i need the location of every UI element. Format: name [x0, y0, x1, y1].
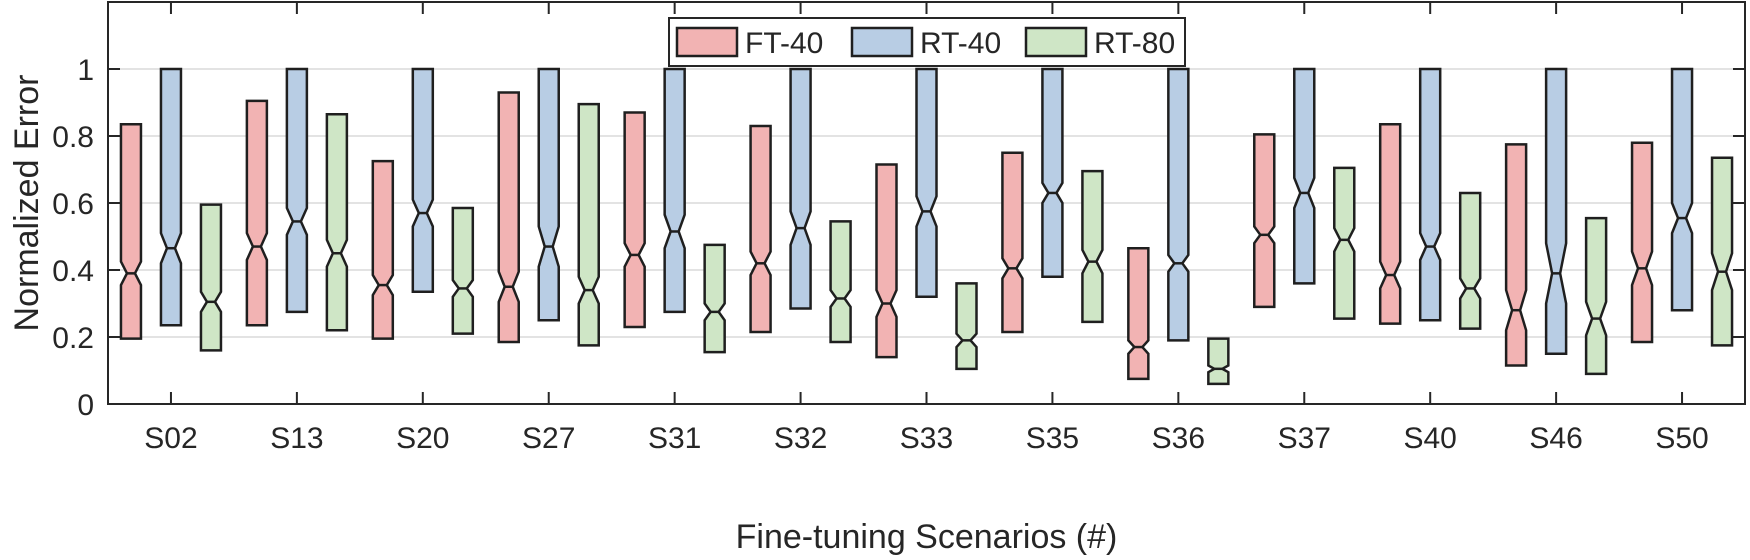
box-rt-80: [955, 282, 978, 371]
box-ft-40: [119, 123, 143, 340]
box-ft-40: [245, 99, 269, 327]
axis-ticks: 0 0.2 0.4 0.6 0.8 1 S02 S13 S20 S27 S31 S32 S33 S35 S3…: [52, 2, 1745, 455]
boxes: [119, 67, 1734, 386]
box-rt-40: [1293, 67, 1316, 285]
legend-box: [668, 17, 1186, 67]
y-tick-label: 0.6: [52, 188, 94, 221]
box-rt-40: [1544, 67, 1568, 355]
box-rt-80: [451, 206, 475, 335]
box-rt-40: [789, 67, 812, 310]
x-axis-label: Fine-tuning Scenarios (#): [736, 518, 1118, 556]
box-rt-80: [1458, 191, 1482, 330]
y-tick-label: 0.4: [52, 255, 94, 288]
box-rt-40: [1670, 67, 1694, 312]
box-ft-40: [497, 91, 520, 344]
x-tick-label: S46: [1529, 422, 1582, 455]
box-ft-40: [1378, 123, 1402, 325]
x-tick-label: S20: [396, 422, 449, 455]
x-tick-label: S02: [144, 422, 197, 455]
y-tick-label: 1: [77, 54, 94, 87]
box-ft-40: [1630, 141, 1654, 344]
legend-label: RT-40: [920, 27, 1001, 60]
x-tick-label: S35: [1026, 422, 1079, 455]
legend-label: RT-80: [1094, 27, 1175, 60]
legend-swatch-ft-40: [675, 26, 739, 58]
box-rt-40: [159, 67, 183, 327]
box-rt-80: [703, 243, 726, 354]
y-tick-label: 0: [77, 389, 94, 422]
legend-swatch-rt-40: [850, 26, 914, 58]
box-rt-40: [1167, 67, 1190, 342]
box-rt-80: [1081, 169, 1104, 324]
box-rt-80: [1207, 337, 1230, 386]
x-tick-label: S50: [1655, 422, 1708, 455]
box-ft-40: [623, 111, 646, 329]
x-tick-label: S36: [1152, 422, 1205, 455]
x-tick-label: S37: [1278, 422, 1331, 455]
x-tick-label: S31: [648, 422, 701, 455]
box-rt-40: [663, 67, 686, 314]
box-rt-40: [285, 67, 309, 314]
x-tick-label: S32: [774, 422, 827, 455]
legend-label: FT-40: [745, 27, 823, 60]
box-rt-40: [537, 67, 560, 322]
legend: FT-40 RT-40 RT-80: [668, 17, 1186, 67]
box-ft-40: [749, 124, 772, 334]
y-tick-label: 0.2: [52, 322, 94, 355]
box-rt-80: [1584, 216, 1608, 376]
box-rt-80: [829, 220, 852, 344]
box-rt-80: [577, 102, 600, 347]
box-rt-40: [411, 67, 435, 294]
y-axis-label: Normalized Error: [8, 75, 46, 332]
x-tick-label: S33: [900, 422, 953, 455]
x-tick-label: S27: [522, 422, 575, 455]
box-rt-80: [325, 112, 349, 332]
box-rt-80: [199, 203, 223, 352]
x-tick-label: S13: [270, 422, 323, 455]
legend-swatch-rt-80: [1024, 26, 1088, 58]
box-rt-40: [1041, 67, 1064, 278]
box-rt-40: [915, 67, 938, 299]
x-tick-label: S40: [1403, 422, 1456, 455]
y-tick-label: 0.8: [52, 121, 94, 154]
box-ft-40: [1504, 143, 1528, 367]
box-ft-40: [875, 163, 898, 359]
box-rt-80: [1710, 156, 1734, 347]
box-ft-40: [1127, 246, 1150, 381]
box-ft-40: [1253, 133, 1276, 309]
box-rt-80: [1333, 166, 1356, 320]
box-ft-40: [371, 159, 395, 340]
box-ft-40: [1001, 151, 1024, 334]
box-rt-40: [1418, 67, 1442, 322]
